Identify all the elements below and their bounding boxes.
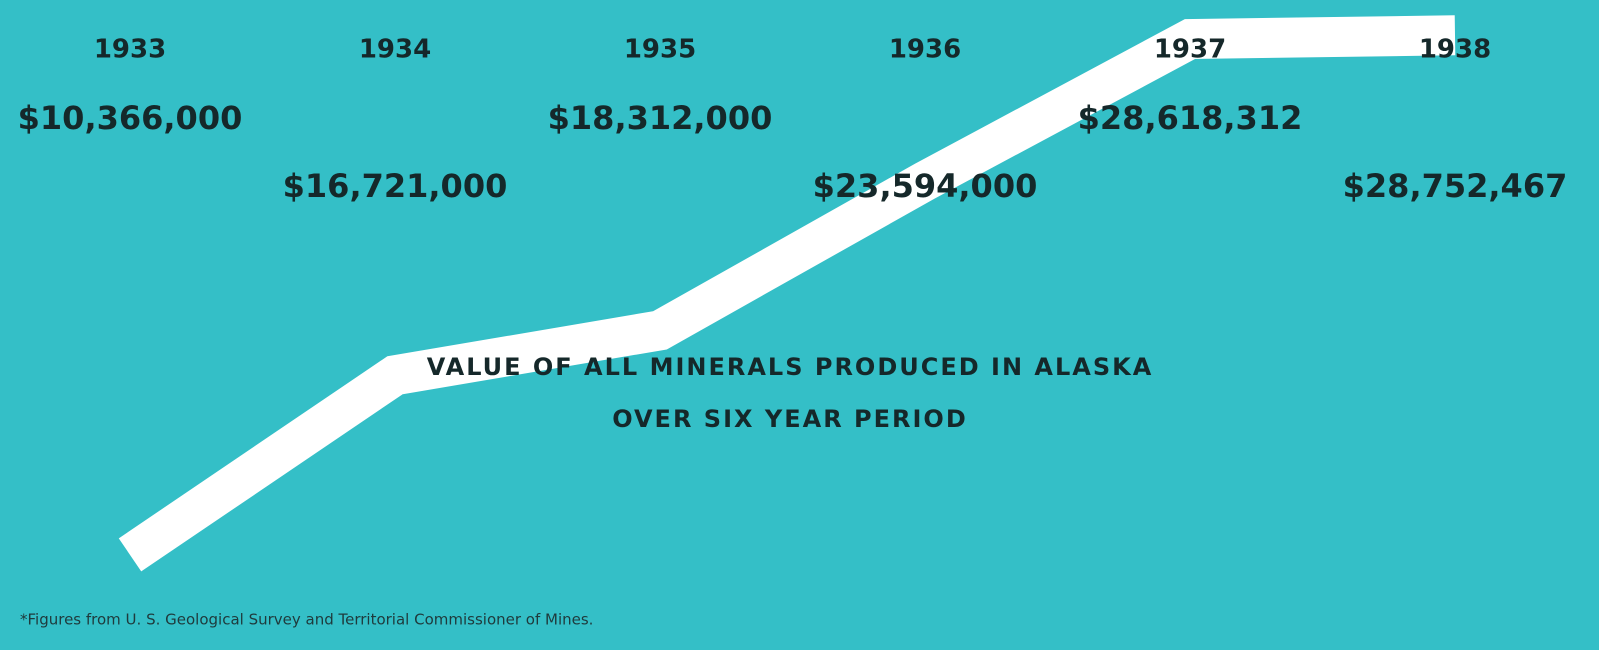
value-label: $28,618,312	[1078, 99, 1303, 137]
value-label: $10,366,000	[18, 99, 243, 137]
value-label: $16,721,000	[283, 167, 508, 205]
year-label: 1936	[889, 35, 961, 65]
year-label: 1935	[624, 35, 696, 65]
year-label: 1934	[359, 35, 431, 65]
year-label: 1938	[1419, 35, 1491, 65]
year-label: 1937	[1154, 35, 1226, 65]
trend-line	[118, 15, 1456, 572]
chart-title: VALUE OF ALL MINERALS PRODUCED IN ALASKA	[427, 353, 1154, 381]
value-label: $23,594,000	[813, 167, 1038, 205]
value-label: $18,312,000	[548, 99, 773, 137]
year-label: 1933	[94, 35, 166, 65]
value-label: $28,752,467	[1343, 167, 1568, 205]
chart-subtitle: OVER SIX YEAR PERIOD	[612, 405, 968, 433]
footnote: *Figures from U. S. Geological Survey an…	[20, 611, 593, 629]
